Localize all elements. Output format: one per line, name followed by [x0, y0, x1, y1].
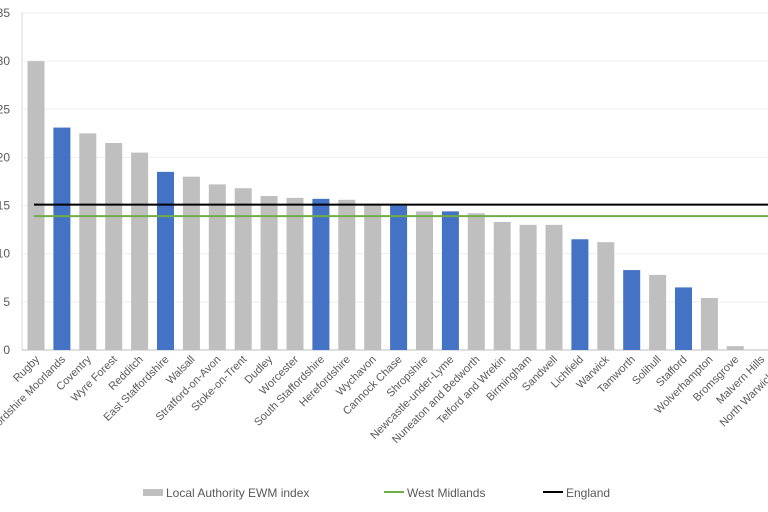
bar-warwick — [597, 242, 615, 350]
bar-newcastle-under-lyme — [441, 211, 459, 350]
bar-telford-and-wrekin — [493, 221, 511, 350]
bar-nuneaton-and-bedworth — [467, 213, 485, 350]
bar-staffordshire-moorlands — [53, 127, 71, 350]
bar-lichfield — [571, 239, 589, 350]
bar-wolverhampton — [700, 298, 718, 350]
bar-worcester — [286, 197, 304, 350]
bar-east-staffordshire — [157, 171, 174, 350]
legend: Local Authority EWM index West Midlands … — [143, 486, 610, 500]
bar-tamworth — [623, 270, 641, 350]
y-tick-label: 10 — [0, 247, 10, 261]
bar-wyre-forest — [105, 142, 123, 350]
y-tick-label: 25 — [0, 102, 10, 116]
bar-stoke-on-trent — [234, 188, 252, 350]
bar-sandwell — [545, 224, 563, 350]
legend-item-west-midlands: West Midlands — [384, 486, 485, 500]
legend-label: England — [566, 486, 610, 500]
bar-shropshire — [416, 211, 433, 350]
y-axis-ticks: 0 5 10 15 20 25 30 35 — [0, 6, 10, 357]
bar-walsall — [182, 176, 200, 350]
bar-stafford — [675, 287, 692, 350]
legend-label: West Midlands — [407, 486, 485, 500]
bar-dudley — [260, 195, 278, 350]
legend-item-local-authority: Local Authority EWM index — [143, 486, 309, 500]
bar-solihull — [649, 274, 667, 350]
y-tick-label: 15 — [0, 199, 10, 213]
y-tick-label: 0 — [3, 343, 10, 357]
bar-stratford-on-avon — [208, 184, 226, 350]
bar-wychavon — [364, 205, 382, 350]
bar-south-staffordshire — [312, 198, 330, 350]
y-tick-label: 30 — [0, 54, 10, 68]
bar-cannock-chase — [390, 205, 408, 350]
bar-bromsgrove — [726, 346, 744, 350]
y-tick-label: 35 — [0, 6, 10, 20]
bar-redditch — [131, 152, 149, 350]
legend-swatch-bar — [143, 489, 163, 496]
bar-coventry — [79, 133, 97, 350]
reference-lines — [34, 203, 768, 218]
legend-label: Local Authority EWM index — [166, 486, 309, 500]
bars — [27, 61, 744, 351]
bar-birmingham — [519, 224, 537, 350]
legend-item-england: England — [543, 486, 610, 500]
bar-herefordshire — [338, 199, 356, 350]
y-tick-label: 20 — [0, 150, 10, 164]
y-tick-label: 5 — [3, 295, 10, 309]
